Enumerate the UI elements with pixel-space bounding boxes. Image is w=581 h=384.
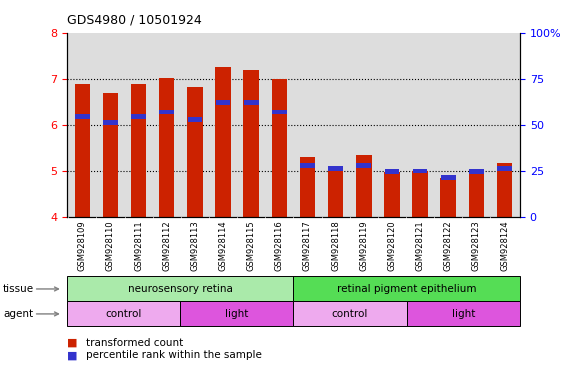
Text: tissue: tissue [3,284,34,294]
Text: GDS4980 / 10501924: GDS4980 / 10501924 [67,13,202,26]
Bar [293,276,520,301]
Bar [300,157,315,217]
Text: GSM928112: GSM928112 [162,220,171,271]
Bar [159,109,174,114]
Bar [293,301,407,326]
Bar [131,84,146,217]
Text: GSM928121: GSM928121 [415,220,425,271]
Text: GSM928124: GSM928124 [500,220,509,271]
Bar [385,169,399,174]
Bar [356,155,371,217]
Bar [440,178,456,217]
Text: GSM928110: GSM928110 [106,220,115,271]
Text: control: control [105,309,142,319]
Bar [497,162,512,217]
Bar [469,172,484,217]
Text: GSM928114: GSM928114 [218,220,228,271]
Bar [159,78,174,217]
Bar [131,114,146,119]
Bar [407,301,520,326]
Bar [272,109,286,114]
Bar [75,114,89,119]
Bar [67,276,293,301]
Bar [180,301,293,326]
Bar [356,163,371,168]
Text: GSM928109: GSM928109 [78,220,87,271]
Text: GSM928116: GSM928116 [275,220,284,271]
Bar [67,301,180,326]
Text: light: light [225,309,249,319]
Bar [187,87,203,217]
Bar [103,93,118,217]
Bar [497,166,512,171]
Bar [244,100,259,105]
Bar [103,120,118,125]
Text: GSM928113: GSM928113 [191,220,199,271]
Text: GSM928123: GSM928123 [472,220,481,271]
Bar [271,79,287,217]
Bar [441,175,456,180]
Text: transformed count: transformed count [86,338,183,348]
Bar [216,100,231,105]
Bar [243,70,259,217]
Text: retinal pigment epithelium: retinal pigment epithelium [337,284,476,294]
Text: neurosensory retina: neurosensory retina [128,284,232,294]
Bar [188,117,202,122]
Bar [300,163,315,168]
Text: control: control [332,309,368,319]
Bar [413,171,428,217]
Text: GSM928120: GSM928120 [388,220,396,271]
Text: GSM928115: GSM928115 [247,220,256,271]
Text: ■: ■ [67,338,77,348]
Bar [328,166,343,171]
Bar [216,67,231,217]
Text: GSM928117: GSM928117 [303,220,312,271]
Text: GSM928118: GSM928118 [331,220,340,271]
Bar [74,84,90,217]
Bar [413,169,428,173]
Bar [469,169,484,174]
Text: light: light [451,309,475,319]
Text: GSM928119: GSM928119 [359,220,368,271]
Text: percentile rank within the sample: percentile rank within the sample [86,350,262,360]
Bar [328,166,343,217]
Text: ■: ■ [67,350,77,360]
Text: agent: agent [3,309,33,319]
Bar [384,172,400,217]
Text: GSM928122: GSM928122 [444,220,453,271]
Text: GSM928111: GSM928111 [134,220,143,271]
